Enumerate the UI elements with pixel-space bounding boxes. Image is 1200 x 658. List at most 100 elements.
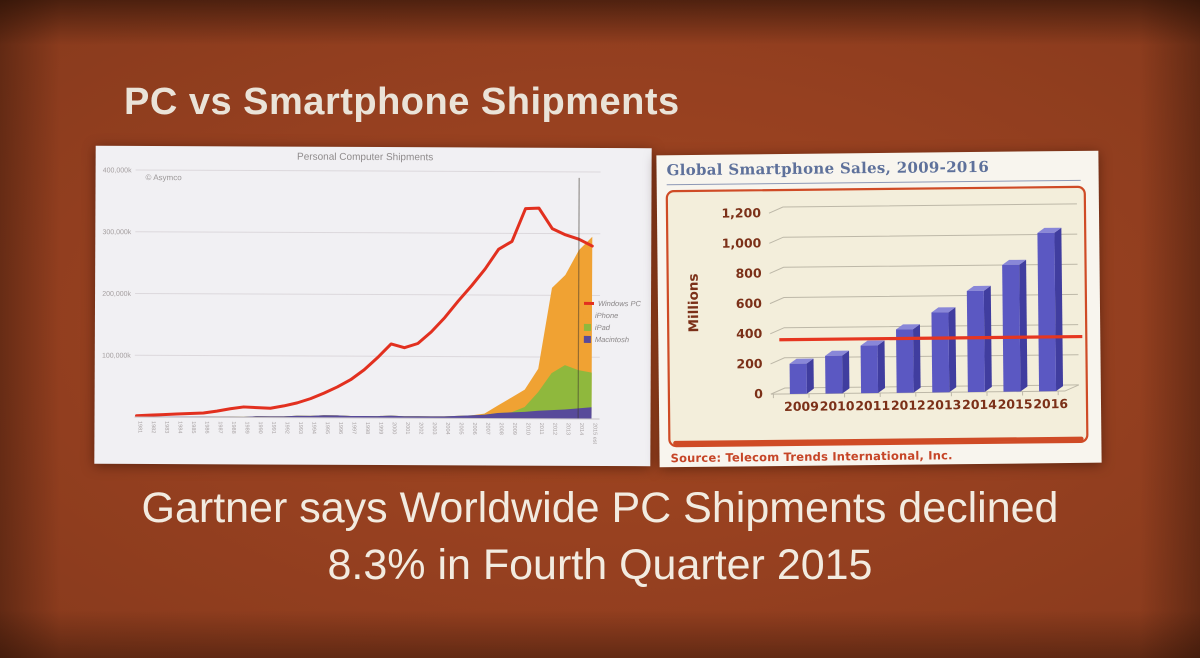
x-axis-tick-label: 1996 <box>337 422 343 434</box>
bar-top-face <box>825 350 850 356</box>
legend-label: Macintosh <box>594 334 630 345</box>
bar-side-face <box>1019 259 1028 392</box>
floor-line <box>770 384 1080 395</box>
x-axis-tick-label: 1993 <box>297 422 303 434</box>
gridline <box>768 203 1077 214</box>
y-axis-tick-label: 200,000k <box>102 291 131 298</box>
bar-2015 <box>1002 259 1028 392</box>
legend-square-swatch <box>583 335 591 343</box>
y-axis-tick-label: 600 <box>736 296 763 311</box>
bar-2013 <box>931 307 957 393</box>
bar-top-face <box>789 358 814 364</box>
estimate-divider-line <box>577 177 580 419</box>
y-axis-tick-label: 100,000k <box>102 353 131 360</box>
x-axis-tick-label: 1984 <box>177 421 183 433</box>
x-axis-tick-label: 1999 <box>377 422 383 434</box>
y-axis-tick-label: 400 <box>736 326 763 341</box>
gridline <box>769 263 1078 274</box>
x-axis-tick-label: 1982 <box>150 421 156 433</box>
x-axis-tick-label: 1985 <box>190 421 196 433</box>
bar-2011 <box>860 340 886 394</box>
y-axis-tick-label: 800 <box>735 266 762 281</box>
bar-side-face <box>877 340 886 394</box>
bar-side-face <box>1054 227 1064 392</box>
x-axis-tick-label: 1994 <box>310 422 316 434</box>
gridline <box>135 169 601 173</box>
caption-line-1: Gartner says Worldwide PC Shipments decl… <box>141 484 1059 532</box>
x-axis-tick-label: 2013 <box>926 397 961 412</box>
gridline <box>135 231 601 235</box>
bar-front-face <box>825 355 843 394</box>
bar-front-face <box>1002 264 1021 392</box>
x-axis-tick-label: 2002 <box>417 422 423 434</box>
x-axis-tick-label: 1989 <box>244 421 250 433</box>
x-axis-tick-label: 1995 <box>324 422 330 434</box>
legend-line-swatch <box>584 302 595 305</box>
pc-chart-title: Personal Computer Shipments <box>297 151 434 164</box>
x-axis-tick-label: 2007 <box>484 422 490 434</box>
legend-label: iPad <box>594 322 610 333</box>
x-axis-tick-label: 1983 <box>163 421 169 433</box>
bar-2010 <box>825 350 850 394</box>
bar-front-face <box>896 329 914 393</box>
x-axis-tick-label: 2000 <box>391 422 397 434</box>
y-axis-tick-label: 1,000 <box>722 235 762 250</box>
x-axis-tick-label: 2005 <box>458 422 464 434</box>
y-axis-tick-label: 300,000k <box>102 229 131 236</box>
pc-reference-line <box>779 334 1083 342</box>
bar-2009 <box>789 358 814 394</box>
bar-side-face <box>806 358 814 394</box>
caption: Gartner says Worldwide PC Shipments decl… <box>0 480 1200 594</box>
bar-side-face <box>842 350 850 394</box>
caption-line-2: 8.3% in Fourth Quarter 2015 <box>327 541 873 589</box>
x-axis-tick-label: 2009 <box>511 423 517 435</box>
gridline <box>769 233 1078 244</box>
x-axis-tick-label: 2015 est <box>591 423 597 445</box>
x-axis-tick-label: 2009 <box>784 399 819 414</box>
x-axis-tick-label: 2004 <box>444 422 450 434</box>
legend-label: Windows PC <box>597 298 641 309</box>
x-axis-tick-label: 2010 <box>820 398 855 413</box>
x-axis-tick-label: 1997 <box>351 422 357 434</box>
bar-top-face <box>1002 259 1027 266</box>
chart-frame-bottom-accent <box>673 436 1084 446</box>
x-axis-tick-label: 1981 <box>136 421 142 433</box>
pc-shipments-chart: 400,000k 300,000k 200,000k 100,000k 1981 1982… <box>102 167 601 445</box>
gridline <box>134 354 600 358</box>
bar-side-face <box>913 324 921 393</box>
x-axis-tick-label: 1990 <box>257 421 263 433</box>
x-axis-tick-label: 2014 <box>578 423 584 435</box>
bar-front-face <box>966 290 985 393</box>
x-axis-tick-label: 2015 <box>998 396 1033 411</box>
y-axis-tick-label: 200 <box>736 356 763 371</box>
y-axis-tick-label: 400,000k <box>103 167 132 174</box>
iphone-area <box>136 236 593 419</box>
bar-top-face <box>1037 227 1062 233</box>
x-axis-tick-label: 1988 <box>230 421 236 433</box>
bar-top-face <box>931 307 956 313</box>
x-axis-tick-label: 1998 <box>364 422 370 434</box>
pc-shipments-chart-panel: 400,000k 300,000k 200,000k 100,000k 1981 1982… <box>94 145 652 467</box>
bar-2012 <box>896 324 921 393</box>
x-axis-tick-label: 1987 <box>217 421 223 433</box>
y-axis-tick-label: 1,200 <box>721 205 761 220</box>
legend-item-windows-pc: Windows PC <box>584 299 641 308</box>
y-axis-tick-label: 0 <box>754 386 763 401</box>
legend-item-iphone: iPhone <box>583 311 641 320</box>
x-axis-tick-label: 2011 <box>538 423 544 435</box>
x-axis-tick-label: 1992 <box>284 422 290 434</box>
x-axis-tick-label: 2008 <box>498 423 504 435</box>
legend-square-swatch <box>583 323 591 331</box>
x-axis-tick-label: 2012 <box>891 398 926 413</box>
pc-chart-legend: Windows PC iPhone iPad Macintosh <box>583 299 641 347</box>
bar-top-face <box>896 324 920 330</box>
bar-front-face <box>1037 232 1057 392</box>
bar-front-face <box>789 363 807 394</box>
bar-top-face <box>966 285 991 292</box>
smartphone-sales-chart-panel: 0 200 400 600 800 1,000 1,200 2009 2010 2011 2012 2… <box>656 150 1102 468</box>
macintosh-area <box>136 407 592 419</box>
x-axis-tick-label: 2012 <box>551 423 557 435</box>
x-axis-tick-label: 1986 <box>203 421 209 433</box>
bar-front-face <box>931 312 950 393</box>
